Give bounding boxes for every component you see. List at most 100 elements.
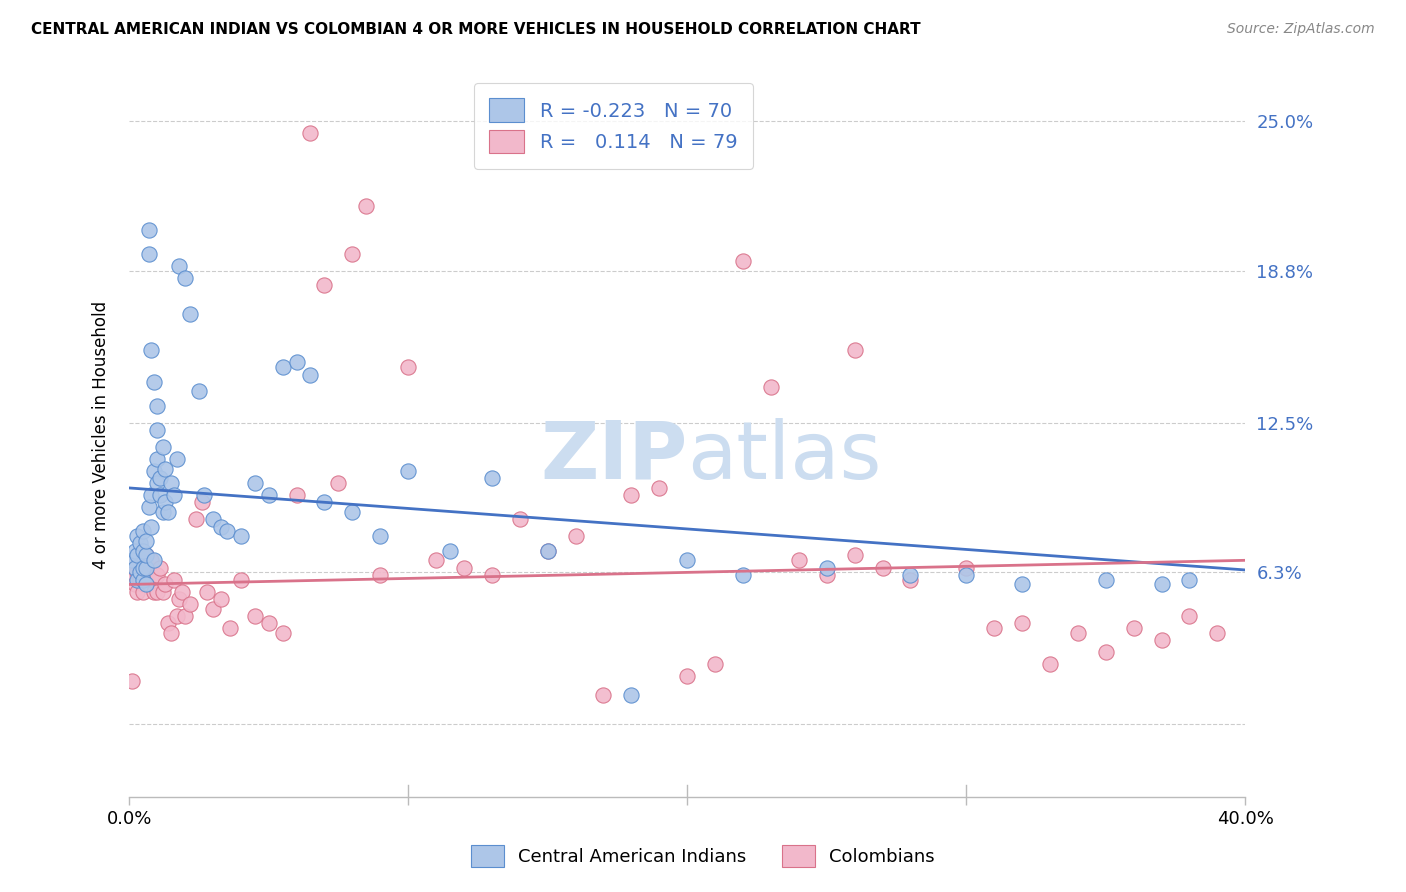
Point xyxy=(132,524,155,539)
Point xyxy=(146,399,169,413)
Point xyxy=(166,452,188,467)
Point xyxy=(141,519,163,533)
Point xyxy=(299,368,322,382)
Point xyxy=(704,657,727,671)
Point xyxy=(356,199,378,213)
Point xyxy=(146,567,169,582)
Point xyxy=(955,560,977,574)
Point xyxy=(201,601,224,615)
Point xyxy=(179,597,201,611)
Point xyxy=(172,584,194,599)
Point xyxy=(160,625,183,640)
Point xyxy=(193,488,215,502)
Point xyxy=(1067,625,1090,640)
Point xyxy=(129,560,152,574)
Point xyxy=(169,259,191,273)
Text: Source: ZipAtlas.com: Source: ZipAtlas.com xyxy=(1227,22,1375,37)
Point xyxy=(146,423,169,437)
Text: atlas: atlas xyxy=(688,417,882,496)
Point xyxy=(285,488,308,502)
Point xyxy=(132,577,155,591)
Point xyxy=(141,343,163,358)
Point xyxy=(166,608,188,623)
Point xyxy=(328,476,350,491)
Text: CENTRAL AMERICAN INDIAN VS COLOMBIAN 4 OR MORE VEHICLES IN HOUSEHOLD CORRELATION: CENTRAL AMERICAN INDIAN VS COLOMBIAN 4 O… xyxy=(31,22,921,37)
Point xyxy=(149,471,172,485)
Point xyxy=(243,476,266,491)
Point xyxy=(157,505,180,519)
Point xyxy=(648,481,671,495)
Point xyxy=(844,549,866,563)
Point xyxy=(121,567,143,582)
Point xyxy=(135,577,157,591)
Point xyxy=(1011,615,1033,630)
Point xyxy=(844,343,866,358)
Point xyxy=(453,560,475,574)
Legend: R = -0.223   N = 70, R =   0.114   N = 79: R = -0.223 N = 70, R = 0.114 N = 79 xyxy=(474,83,754,169)
Point xyxy=(143,584,166,599)
Point xyxy=(155,577,177,591)
Point xyxy=(620,689,643,703)
Point xyxy=(143,573,166,587)
Point xyxy=(132,553,155,567)
Point xyxy=(184,512,207,526)
Point xyxy=(121,673,143,688)
Point xyxy=(229,573,252,587)
Point xyxy=(1094,573,1116,587)
Point xyxy=(121,553,143,567)
Point xyxy=(201,512,224,526)
Point xyxy=(135,549,157,563)
Point xyxy=(195,584,218,599)
Point xyxy=(537,543,560,558)
Point xyxy=(872,560,894,574)
Point xyxy=(257,615,280,630)
Point xyxy=(152,440,174,454)
Point xyxy=(146,476,169,491)
Point xyxy=(152,584,174,599)
Point xyxy=(368,567,391,582)
Point xyxy=(285,355,308,369)
Point xyxy=(676,553,699,567)
Point xyxy=(481,471,503,485)
Point xyxy=(129,536,152,550)
Point xyxy=(169,591,191,606)
Point xyxy=(900,573,922,587)
Point xyxy=(129,573,152,587)
Point xyxy=(143,375,166,389)
Point xyxy=(132,543,155,558)
Point xyxy=(815,567,838,582)
Point xyxy=(983,621,1005,635)
Point xyxy=(138,223,160,237)
Point xyxy=(243,608,266,623)
Point xyxy=(955,567,977,582)
Point xyxy=(1094,645,1116,659)
Point xyxy=(271,625,294,640)
Point xyxy=(425,553,447,567)
Point xyxy=(368,529,391,543)
Point xyxy=(127,566,149,580)
Point xyxy=(143,553,166,567)
Point xyxy=(592,689,614,703)
Point xyxy=(124,560,146,574)
Point xyxy=(1150,577,1173,591)
Point xyxy=(138,500,160,515)
Point xyxy=(209,591,232,606)
Point xyxy=(138,577,160,591)
Point xyxy=(215,524,238,539)
Point xyxy=(152,505,174,519)
Point xyxy=(124,560,146,574)
Point xyxy=(218,621,240,635)
Point xyxy=(132,560,155,574)
Point xyxy=(149,488,172,502)
Point xyxy=(179,307,201,321)
Point xyxy=(127,529,149,543)
Point xyxy=(815,560,838,574)
Point xyxy=(138,247,160,261)
Point xyxy=(174,271,197,285)
Point xyxy=(132,573,155,587)
Point xyxy=(787,553,810,567)
Point xyxy=(1178,608,1201,623)
Point xyxy=(127,573,149,587)
Point xyxy=(135,549,157,563)
Point xyxy=(1178,573,1201,587)
